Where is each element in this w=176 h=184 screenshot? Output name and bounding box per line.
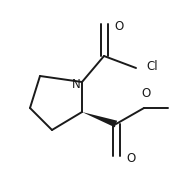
Text: N: N — [72, 77, 80, 91]
Text: O: O — [114, 20, 123, 33]
Text: O: O — [141, 87, 151, 100]
Polygon shape — [82, 112, 117, 127]
Text: Cl: Cl — [146, 59, 158, 72]
Text: O: O — [126, 151, 135, 164]
